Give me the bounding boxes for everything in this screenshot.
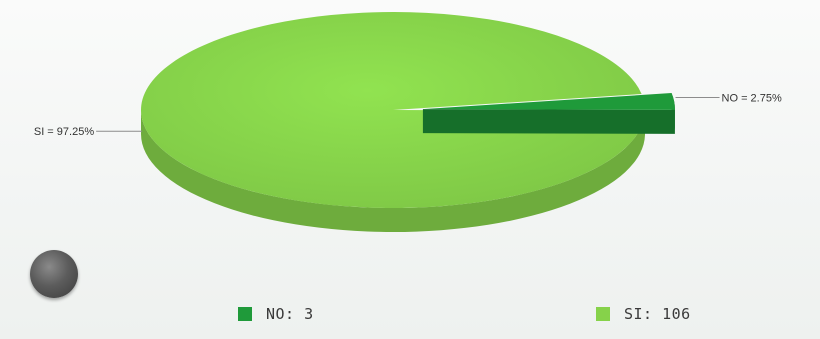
slice-label-no: NO = 2.75%	[722, 92, 782, 104]
legend-label-no: NO: 3	[266, 305, 314, 323]
pie-slice-no	[422, 93, 675, 110]
gray-dot-icon	[30, 250, 78, 298]
legend-swatch-no	[238, 307, 252, 321]
slice-label-si: SI = 97.25%	[34, 126, 94, 138]
pie-slice-si-side	[140, 110, 645, 233]
pie-slice-si	[141, 12, 645, 209]
legend-item-si: SI: 106	[596, 302, 691, 326]
pie-slice-no-cut	[422, 109, 675, 134]
legend-swatch-si	[596, 307, 610, 321]
chart-legend: NO: 3 SI: 106	[0, 302, 820, 332]
legend-item-no: NO: 3	[238, 302, 314, 326]
legend-label-si: SI: 106	[624, 305, 691, 323]
